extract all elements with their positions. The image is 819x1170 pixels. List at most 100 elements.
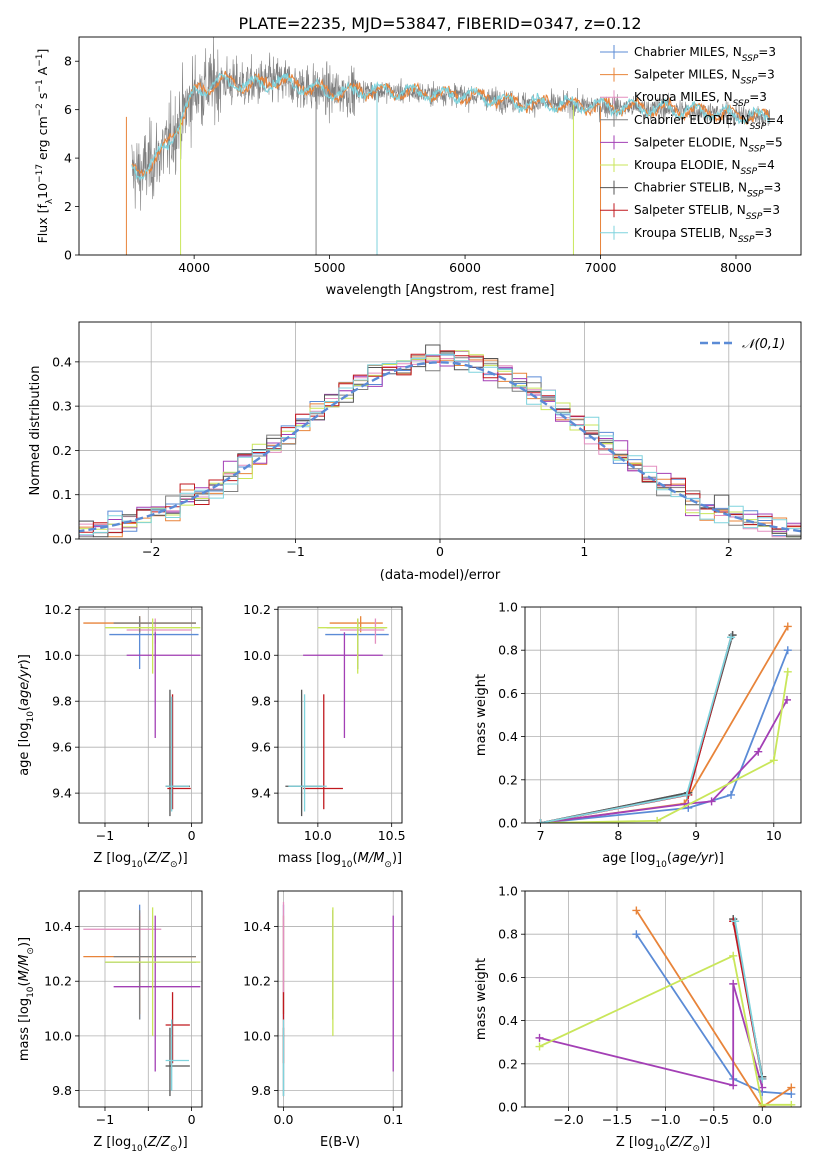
text-segment: 10	[26, 711, 36, 723]
x-tick-label: 0.1	[383, 1112, 403, 1127]
text-segment: age [log	[17, 723, 32, 776]
text-segment: Z [log	[93, 851, 131, 866]
legend-label: Kroupa ELODIE, NSSP=4	[634, 158, 775, 177]
y-tick-label: 0.2	[498, 772, 518, 787]
text-segment: )]	[17, 654, 32, 664]
text-segment: Salpeter STELIB, N	[634, 203, 746, 217]
text-segment: Salpeter MILES, N	[634, 68, 741, 82]
text-segment: =3	[749, 90, 767, 104]
y-tick-label: 10.0	[243, 1028, 271, 1043]
axes-frame	[277, 606, 403, 824]
y-tick-label: 10.2	[243, 974, 271, 989]
y-tick-label: 10.0	[243, 648, 271, 663]
text-segment: Chabrier ELODIE, N	[634, 113, 750, 127]
y-tick-label: 2	[64, 199, 72, 214]
x-tick-label: 0.0	[274, 1112, 294, 1127]
y-tick-label: 0.0	[498, 1100, 518, 1115]
weight-point-marker	[783, 667, 792, 676]
text-segment: )]	[700, 1135, 710, 1150]
plot-area	[79, 322, 801, 539]
text-segment: −1	[35, 54, 45, 67]
y-tick-label: 0.0	[52, 532, 72, 547]
plot-area	[525, 607, 801, 823]
histogram-step-line	[79, 350, 801, 538]
weight-point-marker	[632, 906, 641, 915]
weight-point-marker	[783, 646, 792, 655]
axes-frame	[78, 36, 802, 256]
text-segment: 10	[131, 860, 143, 870]
text-segment: Kroupa ELODIE, N	[634, 158, 741, 172]
text-segment: SSP	[741, 167, 758, 177]
spectrum-data-line	[131, 37, 771, 211]
text-segment: (	[143, 1135, 148, 1150]
y-tick-label: 10.4	[243, 919, 271, 934]
x-tick-label: 0	[188, 1112, 196, 1127]
text-segment: )]	[178, 1135, 188, 1150]
text-segment: ⊙	[170, 1144, 178, 1154]
weight-point-marker	[727, 633, 736, 642]
x-tick-label: −1.0	[650, 1112, 680, 1127]
x-tick-label: 2	[725, 544, 733, 559]
weight-point-marker	[535, 1033, 544, 1042]
text-segment: Kroupa STELIB, N	[634, 226, 738, 240]
panel-weight_vs_Z: −2.0 −1.5 −1.0 −0.5 0.0 0.0 0.2 0.4 0.6 0.8 1.0 Z […	[474, 884, 802, 1154]
x-axis-label: (data-model)/error	[380, 568, 501, 583]
y-tick-label: 0	[64, 248, 72, 263]
y-tick-label: 10.0	[44, 648, 72, 663]
text-segment: =5	[765, 135, 783, 149]
text-segment: =4	[766, 113, 784, 127]
legend-label: Chabrier MILES, NSSP=3	[634, 45, 776, 64]
text-segment: mass [log	[278, 851, 341, 866]
text-segment: age/yr	[17, 663, 32, 706]
x-tick-label: −1	[96, 1112, 114, 1127]
y-tick-label: 9.6	[52, 740, 72, 755]
y-tick-label: 0.4	[52, 354, 72, 369]
x-tick-label: 4000	[178, 260, 210, 275]
text-segment: (	[17, 981, 32, 986]
x-axis-label: age [log10(age/yr)]	[602, 851, 724, 870]
weight-point-marker	[707, 797, 716, 806]
panel-mass_vs_ebv: 0.0 0.1 9.8 10.0 10.2 10.4 E(B-V)	[243, 890, 403, 1150]
panel-spectrum: 4000 5000 6000 7000 8000 0 2 4 6 8 wavelength [Ang…	[35, 36, 802, 298]
axes-frame	[524, 606, 802, 824]
y-tick-label: 0.0	[498, 816, 518, 831]
text-segment: (	[667, 851, 672, 866]
text-segment: Z/Z	[147, 1135, 171, 1150]
text-segment: s	[35, 93, 50, 104]
text-segment: =3	[754, 226, 772, 240]
x-axis-label: Z [log10(Z/Z⊙)]	[93, 1135, 187, 1154]
text-segment: Z [log	[616, 1135, 654, 1150]
text-segment: =3	[764, 181, 782, 195]
text-segment: ⊙	[170, 860, 178, 870]
text-segment: Chabrier MILES, N	[634, 45, 742, 59]
weight-series-line	[540, 625, 789, 823]
legend-label: Kroupa MILES, NSSP=3	[634, 90, 767, 109]
weight-series-line	[540, 699, 788, 823]
plot-area	[79, 891, 202, 1107]
text-segment: −2	[35, 103, 45, 116]
y-tick-label: 0.3	[52, 399, 72, 414]
text-segment: 10	[654, 1144, 666, 1154]
text-segment: Chabrier STELIB, N	[634, 181, 747, 195]
panel-age_vs_mass: 10.0 10.5 9.4 9.6 9.8 10.0 10.2 mass [log10(M/M…	[243, 602, 405, 870]
text-segment: 10	[35, 183, 50, 199]
weight-point-marker	[653, 816, 662, 823]
text-segment: ⊙	[26, 947, 36, 955]
plot-area	[79, 607, 202, 823]
text-segment: )]	[392, 851, 402, 866]
text-segment: 10	[341, 860, 353, 870]
text-segment: )]	[714, 851, 724, 866]
x-axis-label: Z [log10(Z/Z⊙)]	[616, 1135, 710, 1154]
text-segment: SSP	[742, 54, 759, 64]
text-segment: SSP	[750, 122, 767, 132]
weight-series-line	[540, 671, 789, 823]
y-tick-label: 4	[64, 151, 72, 166]
weight-point-marker	[783, 622, 792, 631]
y-tick-label: 1.0	[498, 884, 518, 899]
y-axis-label: Flux [fλ10−17 erg cm−2 s−1 A−1]	[35, 49, 55, 244]
text-segment: 10	[655, 860, 667, 870]
x-axis-label: wavelength [Angstrom, rest frame]	[326, 283, 555, 298]
text-segment: SSP	[738, 235, 755, 245]
legend-label: Chabrier ELODIE, NSSP=4	[634, 113, 784, 132]
